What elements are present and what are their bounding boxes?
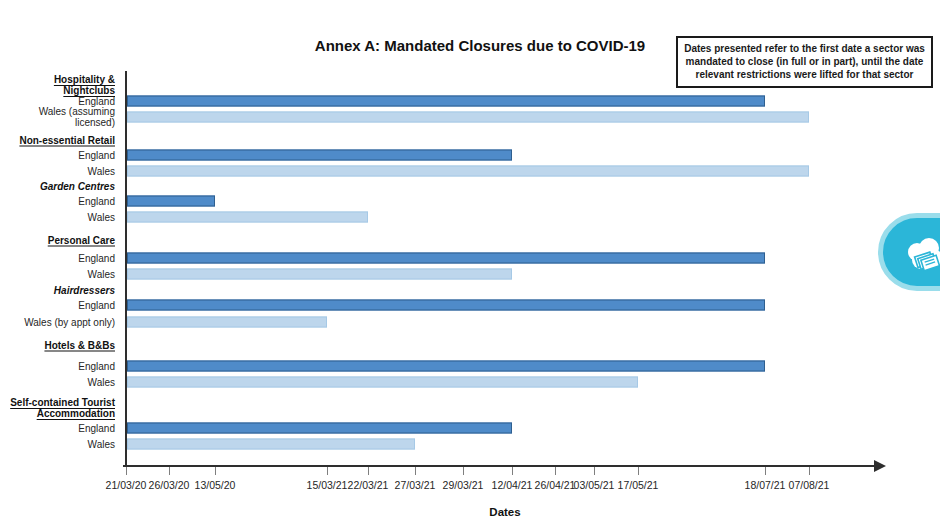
x-tick-label: 15/03/21 — [307, 479, 348, 491]
screenshot-stage: Annex A: Mandated Closures due to COVID-… — [0, 0, 940, 529]
x-tick-label: 29/03/21 — [443, 479, 484, 491]
x-tick-label: 26/03/20 — [149, 479, 190, 491]
group-label: Hairdressers — [0, 285, 120, 296]
row-label-wales: Wales — [0, 439, 120, 450]
closure-bar-england — [127, 300, 765, 311]
x-tick — [327, 467, 328, 475]
closure-bar-wales — [127, 212, 368, 223]
x-tick-label: 21/03/20 — [106, 479, 147, 491]
row-label-england: England — [0, 196, 120, 207]
closure-bar-wales — [127, 439, 415, 450]
group-label: Garden Centres — [0, 181, 120, 192]
row-label-england: England — [0, 361, 120, 372]
closure-bar-england — [127, 196, 215, 207]
bar-chart-plot: Hospitality & NightclubsEnglandWales (as… — [0, 0, 940, 529]
x-tick-label: 03/05/21 — [574, 479, 615, 491]
row-label-england: England — [0, 253, 120, 264]
x-tick — [463, 467, 464, 475]
x-axis-line — [123, 465, 876, 467]
closure-bar-wales — [127, 166, 809, 177]
x-tick — [765, 467, 766, 475]
row-label-wales: Wales — [0, 166, 120, 177]
x-tick-label: 22/03/21 — [348, 479, 389, 491]
x-tick — [809, 467, 810, 475]
x-tick — [555, 467, 556, 475]
row-label-wales: Wales (by appt only) — [0, 317, 120, 328]
row-label-england: England — [0, 423, 120, 434]
x-tick — [169, 467, 170, 475]
row-label-wales: Wales — [0, 377, 120, 388]
x-tick — [638, 467, 639, 475]
row-label-england: England — [0, 150, 120, 161]
group-label: Non-essential Retail — [0, 135, 120, 146]
closure-bar-england — [127, 150, 512, 161]
closure-bar-england — [127, 253, 765, 264]
row-label-wales: Wales (assuming licensed) — [0, 106, 120, 128]
x-tick-label: 07/08/21 — [789, 479, 830, 491]
x-tick-label: 26/04/21 — [535, 479, 576, 491]
closure-bar-wales — [127, 269, 512, 280]
closure-bar-england — [127, 96, 765, 107]
closure-bar-wales — [127, 377, 638, 388]
x-tick-label: 13/05/20 — [195, 479, 236, 491]
x-tick-label: 18/07/21 — [745, 479, 786, 491]
x-tick — [215, 467, 216, 475]
x-tick — [126, 467, 127, 475]
x-tick — [415, 467, 416, 475]
x-tick-label: 17/05/21 — [618, 479, 659, 491]
x-tick-label: 27/03/21 — [395, 479, 436, 491]
x-tick — [512, 467, 513, 475]
closure-bar-wales — [127, 112, 809, 123]
closure-bar-wales — [127, 317, 327, 328]
row-label-wales: Wales — [0, 269, 120, 280]
group-label: Personal Care — [0, 235, 120, 246]
closure-bar-england — [127, 423, 512, 434]
x-axis-arrow-icon — [874, 460, 886, 472]
x-tick-label: 12/04/21 — [492, 479, 533, 491]
row-label-england: England — [0, 96, 120, 107]
row-label-wales: Wales — [0, 212, 120, 223]
x-tick — [594, 467, 595, 475]
closure-bar-england — [127, 361, 765, 372]
x-tick — [368, 467, 369, 475]
group-label: Hospitality & Nightclubs — [0, 74, 120, 96]
group-label: Self-contained Tourist Accommodation — [0, 397, 120, 419]
row-label-england: England — [0, 300, 120, 311]
group-label: Hotels & B&Bs — [0, 340, 120, 351]
x-axis-title: Dates — [126, 506, 884, 518]
